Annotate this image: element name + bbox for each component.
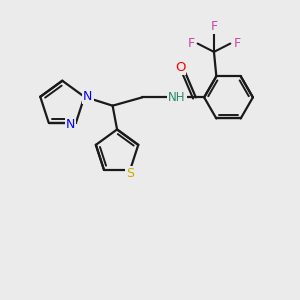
Text: N: N [66, 118, 75, 131]
Text: F: F [210, 20, 218, 32]
Text: S: S [126, 167, 134, 180]
Text: F: F [233, 37, 240, 50]
Text: F: F [188, 37, 195, 50]
Text: N: N [83, 90, 93, 103]
Text: O: O [175, 61, 185, 74]
Text: NH: NH [168, 91, 186, 104]
